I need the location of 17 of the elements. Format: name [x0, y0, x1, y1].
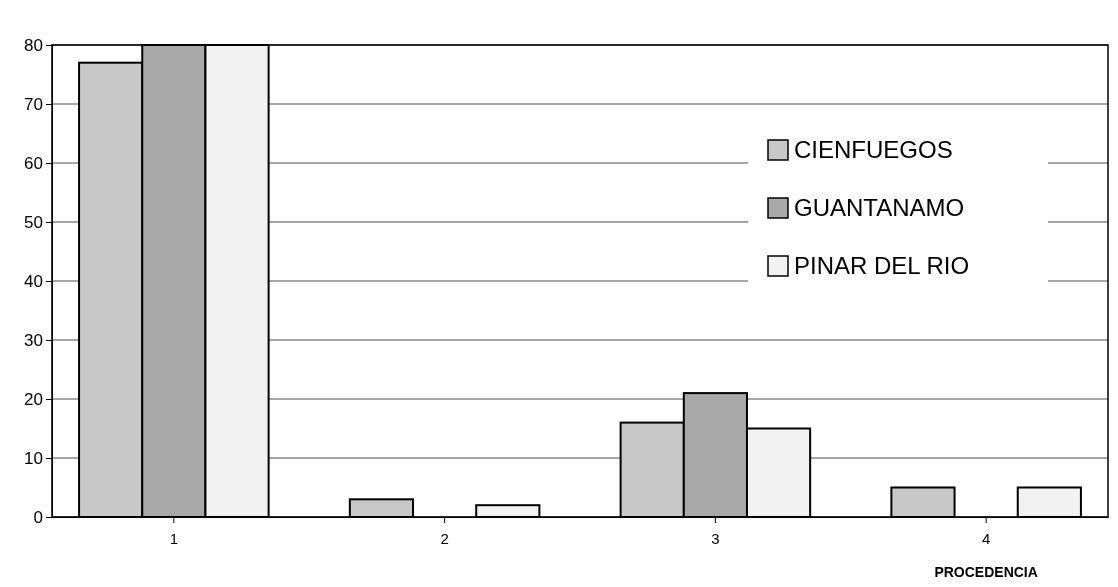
y-tick-label: 10 [24, 448, 43, 468]
y-tick-label: 80 [24, 35, 43, 55]
y-tick-label: 30 [24, 330, 43, 350]
y-tick-label: 70 [24, 94, 43, 114]
x-tick-label: 2 [440, 530, 449, 547]
y-tick-label: 40 [24, 271, 43, 291]
x-tick-label: 4 [981, 530, 991, 547]
x-tick-label: 3 [711, 530, 720, 547]
y-tick-label: 50 [24, 212, 43, 232]
x-axis-title: PROCEDENCIA [934, 564, 1038, 580]
legend-label: CIENFUEGOS [794, 136, 953, 163]
x-tick-label: 1 [169, 530, 179, 547]
y-tick-label: 20 [24, 389, 43, 409]
y-tick-label: 0 [33, 507, 43, 527]
legend-label: PINAR DEL RIO [794, 252, 970, 279]
legend-label: GUANTANAMO [794, 194, 965, 221]
y-tick-label: 60 [24, 153, 43, 173]
